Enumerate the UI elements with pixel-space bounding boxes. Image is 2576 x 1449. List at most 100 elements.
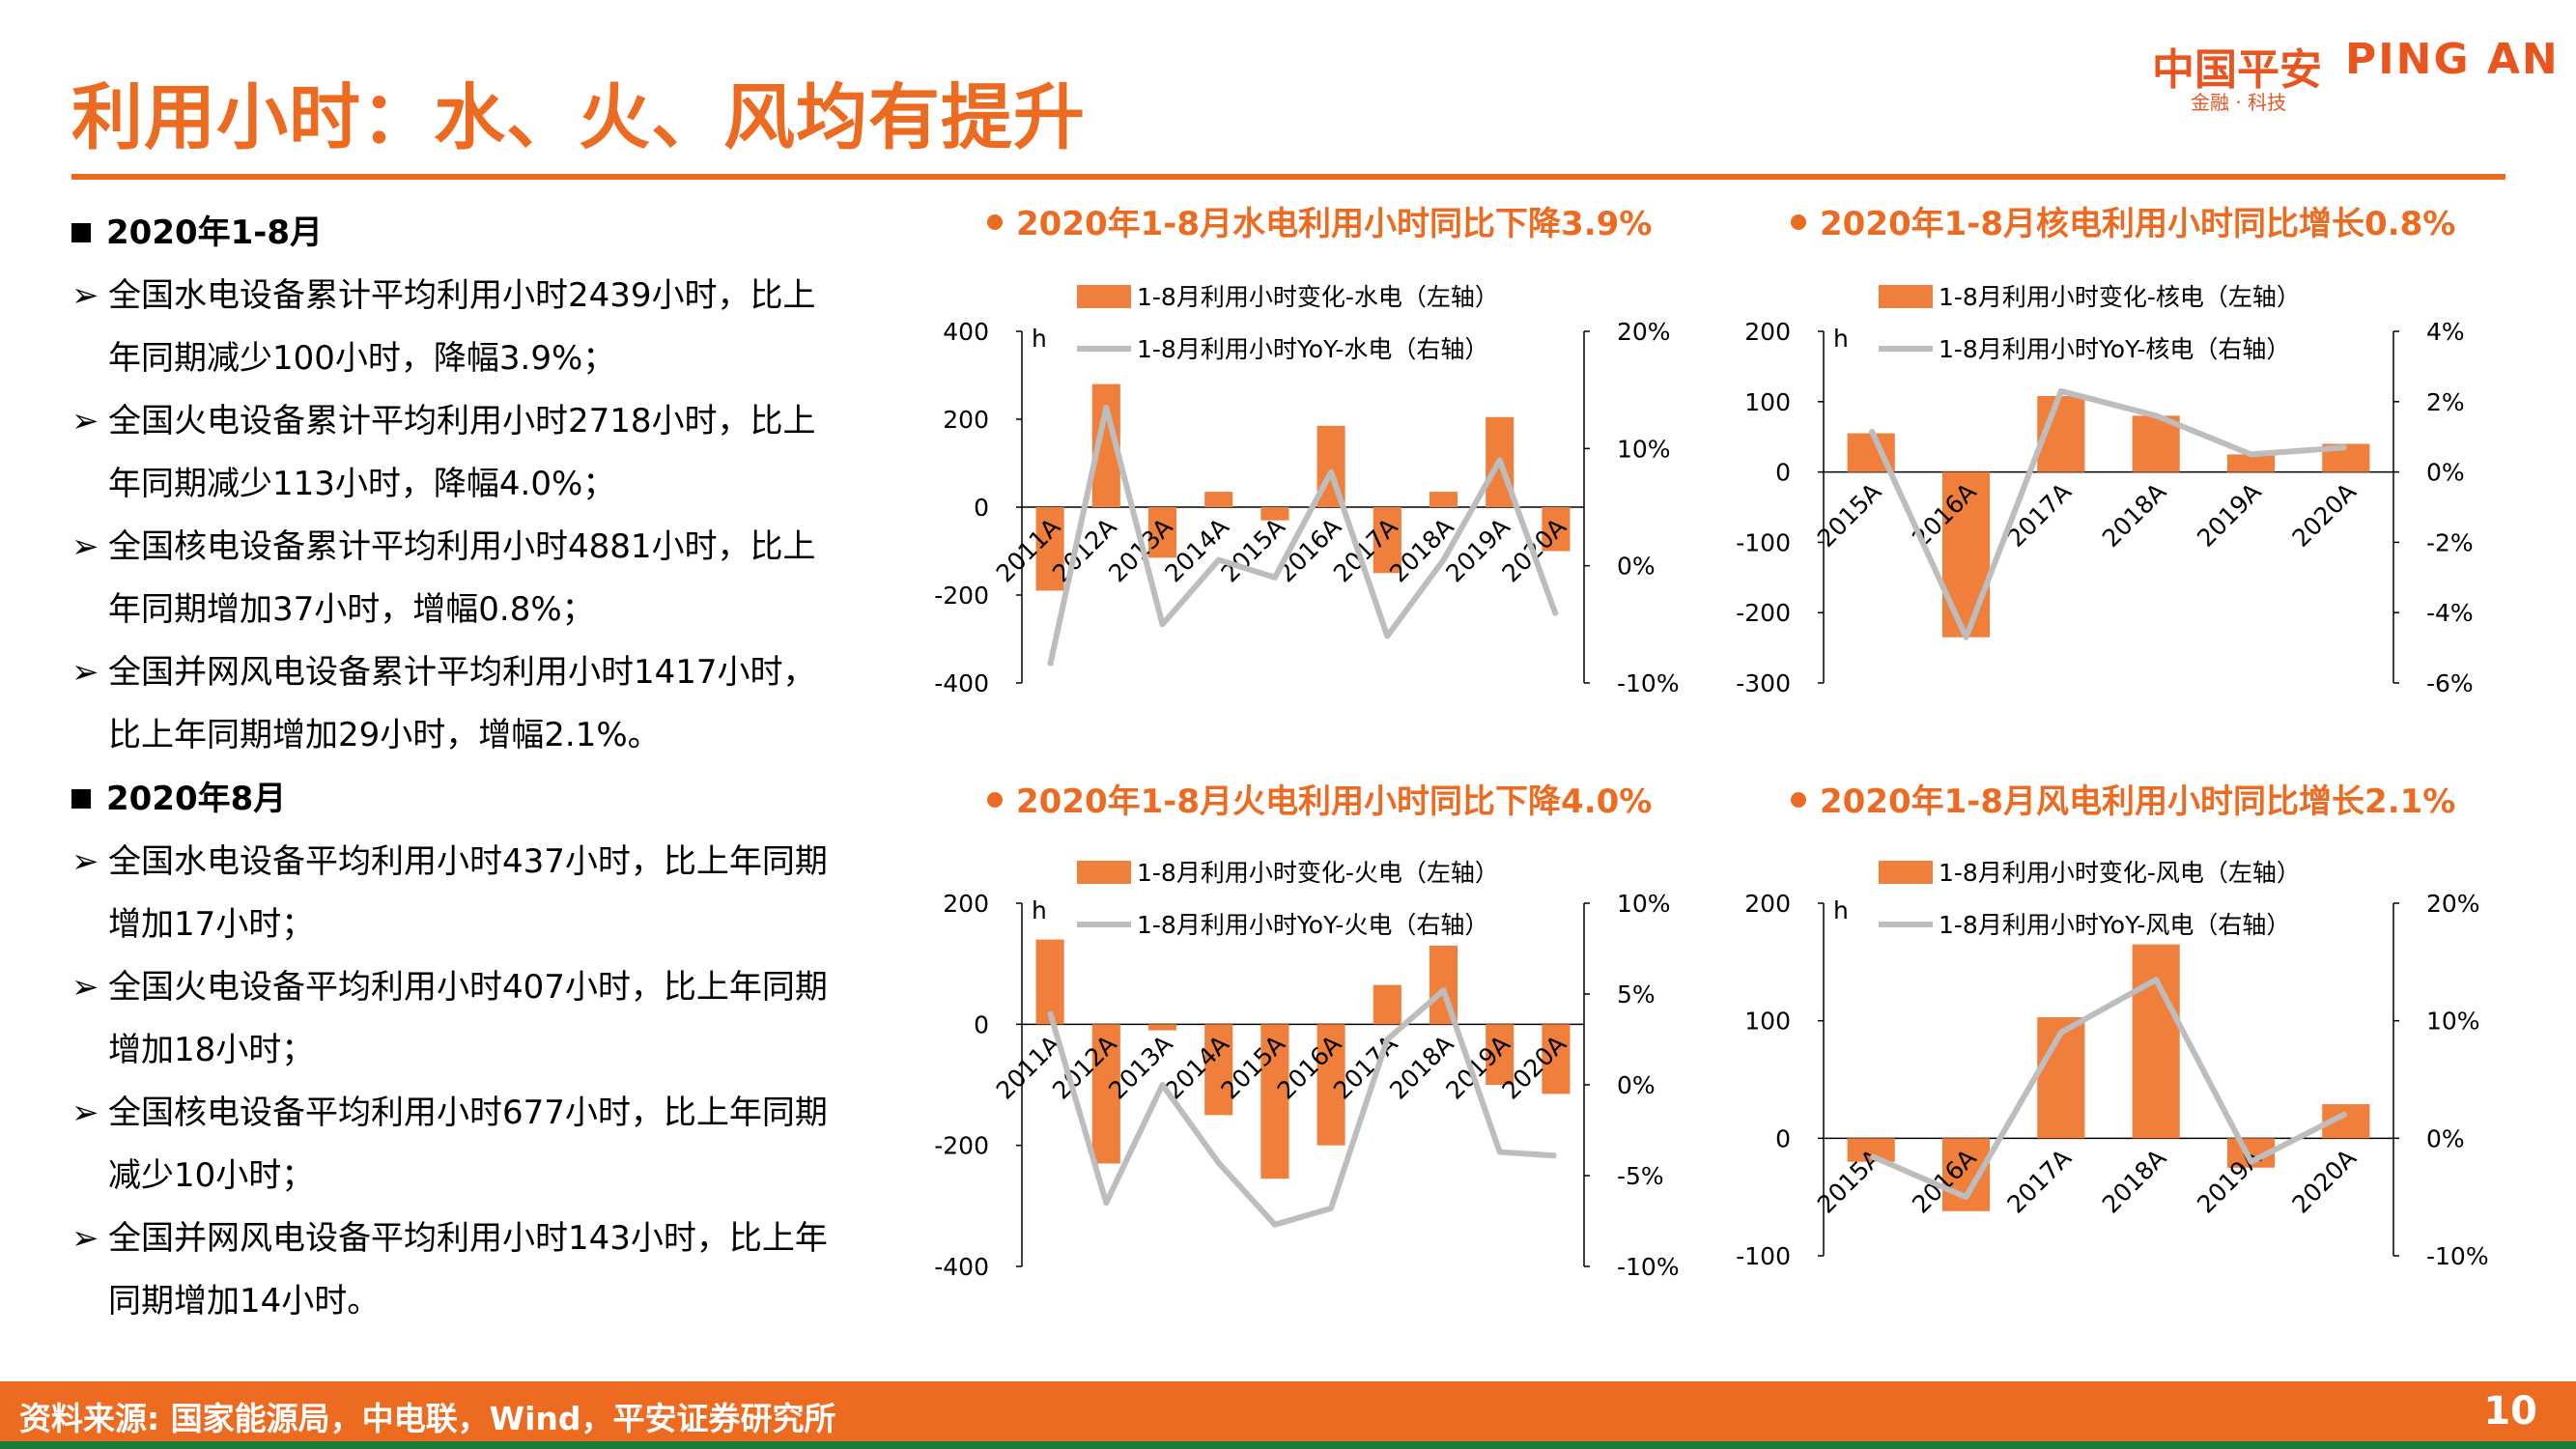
yoy-point-2018A (2155, 414, 2158, 417)
arrow-bullet-icon: ➢ (71, 1219, 99, 1258)
left-tick-label: 400 (943, 318, 989, 346)
yoy-point-2015A (1870, 428, 1873, 431)
bar-2018A (1429, 492, 1458, 507)
bar-2013A (1147, 507, 1177, 558)
yoy-point-2014A (1217, 558, 1220, 561)
bar-2015A (1260, 1024, 1289, 1179)
right-tick-label: 20% (2426, 890, 2480, 918)
yoy-point-2012A (1105, 406, 1108, 409)
right-tick-label: -5% (1617, 1162, 1664, 1190)
yoy-point-2011A (1049, 1010, 1052, 1013)
bar-2011A (1035, 939, 1064, 1025)
bar-2017A (1373, 507, 1401, 574)
bar-2020A (1542, 1024, 1571, 1094)
left-tick-label: -100 (1736, 1242, 1791, 1270)
right-tick-label: 10% (1617, 435, 1671, 463)
bullet-dot-icon (1791, 213, 1806, 230)
chart-title-thermal: 2020年1-8月火电利用小时同比下降4.0% (987, 775, 1652, 822)
yoy-line (1868, 387, 2347, 640)
bullet-nuclear-ytd: ➢ 全国核电设备累计平均利用小时4881小时，比上 年同期增加37小时，增幅0.8%… (71, 516, 873, 641)
bar-2016A (1316, 1024, 1345, 1146)
bar-2019A (2226, 454, 2276, 472)
left-tick-label: 200 (1744, 890, 1791, 918)
yoy-point-2019A (2250, 1160, 2252, 1163)
yoy-point-2018A (1442, 558, 1445, 561)
yoy-point-2015A (1870, 1154, 1873, 1157)
bullet-dot-icon (1791, 791, 1806, 808)
section-heading-ytd: 2020年1-8月 (71, 201, 873, 265)
title-divider (71, 174, 2505, 180)
yoy-point-2020A (2344, 1112, 2347, 1115)
right-tick-label: -4% (2426, 599, 2474, 627)
legend-bar-swatch (1879, 285, 1933, 308)
yoy-point-2014A (1217, 1161, 1220, 1164)
yoy-point-2019A (1498, 459, 1501, 462)
yoy-point-2020A (1554, 1154, 1557, 1157)
chart-title-hydro: 2020年1-8月水电利用小时同比下降3.9% (987, 197, 1652, 244)
unit-label: h (1032, 325, 1047, 353)
left-tick-label: -100 (1736, 528, 1791, 556)
yoy-point-2015A (1273, 576, 1276, 579)
left-tick-label: -200 (934, 1132, 989, 1160)
yoy-point-2020A (2344, 446, 2347, 449)
yoy-point-2017A (2059, 389, 2062, 392)
left-tick-label: 0 (1775, 1124, 1791, 1152)
right-tick-label: 20% (1617, 318, 1671, 346)
left-tick-label: 100 (1744, 388, 1791, 416)
right-tick-label: 0% (2426, 459, 2465, 487)
bullet-hydro-ytd: ➢ 全国水电设备累计平均利用小时2439小时，比上 年同期减少100小时，降幅3.9… (71, 265, 873, 390)
legend-bar-swatch (1077, 285, 1131, 308)
arrow-bullet-icon: ➢ (71, 402, 99, 440)
right-tick-label: -10% (1617, 1253, 1680, 1281)
arrow-bullet-icon: ➢ (71, 968, 99, 1007)
bar-2020A (1542, 507, 1571, 552)
bottom-accent-line (0, 1441, 2576, 1449)
logo-cn-text: 中国平安 (2152, 45, 2322, 95)
yoy-point-2013A (1161, 623, 1164, 626)
right-tick-label: 2% (2426, 388, 2465, 416)
right-tick-label: -2% (2426, 528, 2474, 556)
right-tick-label: 4% (2426, 318, 2465, 346)
legend-bar-swatch (1879, 861, 1933, 884)
left-tick-label: 200 (943, 890, 989, 918)
source-note: 资料来源: 国家能源局，中电联，Wind，平安证券研究所 (19, 1400, 836, 1437)
bullet-wind-aug: ➢ 全国并网风电设备平均利用小时143小时，比上年 同期增加14小时。 (71, 1208, 873, 1333)
right-tick-label: 10% (2426, 1008, 2480, 1036)
bullet-dot-icon (987, 791, 1003, 808)
category-label: 2020A (2286, 1144, 2362, 1219)
legend-line-label: 1-8月利用小时YoY-火电（右轴） (1137, 911, 1488, 939)
bar-2012A (1091, 1024, 1120, 1164)
arrow-bullet-icon: ➢ (71, 276, 99, 315)
category-label: 2017A (2001, 1144, 2077, 1219)
bullet-wind-ytd: ➢ 全国并网风电设备累计平均利用小时1417小时， 比上年同期增加29小时，增幅2.… (71, 641, 873, 767)
legend-bar-label: 1-8月利用小时变化-风电（左轴） (1939, 859, 2301, 887)
bullet-thermal-aug: ➢ 全国火电设备平均利用小时407小时，比上年同期 增加18小时； (71, 956, 873, 1082)
bar-2011A (1035, 507, 1064, 591)
yoy-point-2012A (1105, 1202, 1108, 1205)
bar-2015A (1260, 507, 1289, 521)
bar-2013A (1147, 1024, 1177, 1031)
right-tick-label: 10% (1617, 890, 1671, 918)
bar-2017A (1373, 984, 1401, 1025)
page-title: 利用小时：水、火、风均有提升 (71, 76, 1086, 159)
square-bullet-icon (71, 789, 91, 809)
bullet-nuclear-aug: ➢ 全国核电设备平均利用小时677小时，比上年同期 减少10小时； (71, 1082, 873, 1208)
bar-2019A (1486, 1024, 1514, 1085)
yoy-point-2016A (1330, 1207, 1333, 1209)
left-text-panel: 2020年1-8月 ➢ 全国水电设备累计平均利用小时2439小时，比上 年同期减少1… (71, 201, 873, 1333)
yoy-point-2015A (1273, 1223, 1276, 1226)
bar-2014A (1204, 1024, 1233, 1116)
bar-2014A (1204, 492, 1233, 507)
section-heading-august: 2020年8月 (71, 767, 873, 831)
yoy-point-2018A (2155, 979, 2158, 981)
chart-title-wind: 2020年1-8月风电利用小时同比增长2.1% (1791, 775, 2455, 822)
left-tick-label: 0 (1775, 459, 1791, 487)
yoy-point-2017A (1386, 635, 1389, 638)
right-tick-label: 0% (1617, 1071, 1656, 1099)
arrow-bullet-icon: ➢ (71, 653, 99, 692)
left-tick-label: -400 (934, 1253, 989, 1281)
left-tick-label: -200 (934, 582, 989, 610)
yoy-point-2017A (1386, 1038, 1389, 1040)
